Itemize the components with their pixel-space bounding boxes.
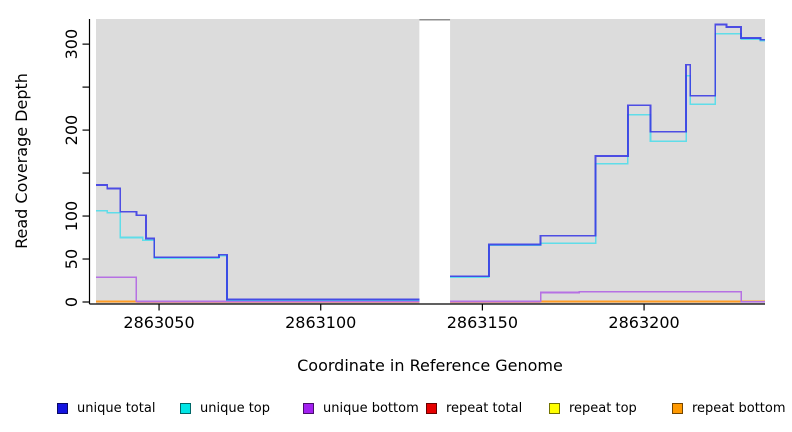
legend-item-unique-top: unique top [180, 399, 270, 417]
x-tick-label: 2863050 [123, 313, 194, 332]
legend-swatch-repeat-bottom [672, 402, 683, 414]
series-unique-top-line [96, 210, 420, 302]
coverage-gap-band [419, 19, 451, 304]
x-tick-label: 2863150 [447, 313, 518, 332]
legend-item-unique-bottom: unique bottom [303, 399, 419, 417]
y-tick-label: 0 [62, 297, 81, 307]
series-unique-bottom-line [96, 276, 420, 302]
legend-swatch-repeat-total [426, 402, 437, 414]
x-axis-title: Coordinate in Reference Genome [297, 356, 563, 375]
y-tick-label: 50 [62, 249, 81, 269]
legend-item-unique-total: unique total [57, 399, 155, 417]
series-unique-bottom-line [450, 290, 765, 303]
legend-item-repeat-bottom: repeat bottom [672, 399, 786, 417]
legend-swatch-unique-total [57, 402, 68, 414]
legend-label: unique top [200, 400, 271, 416]
legend-swatch-repeat-top [549, 402, 560, 414]
legend-label: repeat total [446, 400, 523, 416]
chart-legend: unique total unique top unique bottom repea… [0, 399, 792, 421]
series-unique-total-line [450, 23, 765, 278]
legend-label: repeat bottom [692, 400, 786, 416]
legend-swatch-unique-bottom [303, 402, 314, 414]
legend-label: unique bottom [323, 400, 419, 416]
y-tick-label: 200 [62, 115, 81, 146]
legend-label: repeat top [569, 400, 637, 416]
legend-item-repeat-top: repeat top [549, 399, 637, 417]
legend-swatch-unique-top [180, 402, 191, 414]
legend-item-repeat-total: repeat total [426, 399, 522, 417]
x-tick-label: 2863100 [285, 313, 356, 332]
series-unique-total-line [96, 184, 420, 301]
legend-label: unique total [77, 400, 156, 416]
x-tick-label: 2863200 [608, 313, 679, 332]
y-axis-title: Read Coverage Depth [12, 73, 31, 249]
y-tick-label: 100 [62, 201, 81, 232]
y-tick-label: 300 [62, 29, 81, 60]
